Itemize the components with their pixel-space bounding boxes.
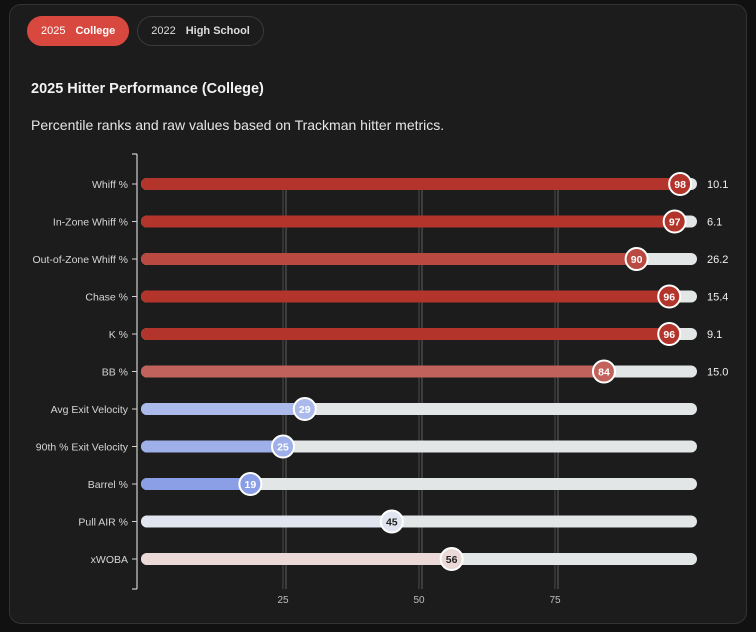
percentile-value: 45 (386, 516, 398, 528)
raw-value: 26.2 (707, 254, 728, 266)
percentile-badge (668, 172, 693, 196)
row-label: Avg Exit Velocity (51, 404, 129, 416)
percentile-value: 25 (277, 441, 289, 453)
row-label: Pull AIR % (78, 517, 128, 529)
x-tick-label: 75 (549, 595, 561, 606)
x-tick-label: 25 (277, 595, 289, 606)
percentile-badge (271, 434, 295, 459)
percentile-chart: 25 50 75 Whiff % 98 10.1 In-Zone Whiff % 97 6.1 O… (32, 153, 728, 606)
tab-2022-high-school[interactable]: 2022 High School (137, 16, 264, 46)
percentile-value: 96 (663, 329, 675, 341)
raw-value: 15.0 (707, 367, 728, 379)
row-label: Out-of-Zone Whiff % (32, 254, 128, 266)
chart-title: 2025 Hitter Performance (College) (31, 81, 264, 97)
percentile-value: 56 (446, 554, 458, 566)
chart-subtitle: Percentile ranks and raw values based on… (31, 117, 445, 133)
tab-2025-college[interactable]: 2025 College (27, 16, 130, 46)
season-tabs: 2025 College 2022 High School (27, 16, 264, 46)
percentile-badge (657, 284, 682, 309)
percentile-badge (657, 322, 682, 346)
row-label: xWOBA (91, 554, 128, 566)
percentile-badge (591, 359, 616, 384)
percentile-badge (662, 209, 687, 234)
x-tick-label: 50 (413, 595, 425, 606)
percentile-badge (624, 247, 649, 271)
row-label: 90th % Exit Velocity (36, 442, 129, 454)
tab-level: College (75, 25, 116, 37)
raw-value: 9.1 (707, 329, 722, 341)
raw-value: 15.4 (707, 292, 728, 304)
row-label: Chase % (85, 292, 128, 304)
raw-value: 6.1 (707, 217, 722, 229)
percentile-value: 29 (299, 404, 311, 416)
tab-year: 2025 (41, 25, 66, 37)
percentile-value: 98 (674, 179, 686, 191)
tab-year: 2022 (151, 25, 176, 37)
percentile-value: 84 (598, 366, 610, 378)
row-label: Barrel % (88, 479, 128, 491)
percentile-value: 90 (631, 254, 643, 266)
row-label: K % (109, 329, 128, 341)
tab-level: High School (185, 25, 250, 37)
percentile-value: 97 (669, 216, 681, 228)
row-label: Whiff % (92, 179, 128, 191)
row-label: BB % (102, 367, 128, 379)
chart-panel: 2025 College 2022 High School 2025 Hitte… (9, 4, 747, 624)
percentile-badge (439, 547, 464, 571)
percentile-badge (292, 397, 317, 421)
raw-value: 10.1 (707, 179, 728, 191)
row-label: In-Zone Whiff % (53, 217, 128, 229)
percentile-badge (379, 509, 404, 534)
percentile-value: 96 (663, 291, 675, 303)
percentile-value: 19 (245, 479, 257, 491)
percentile-badge (238, 472, 263, 496)
